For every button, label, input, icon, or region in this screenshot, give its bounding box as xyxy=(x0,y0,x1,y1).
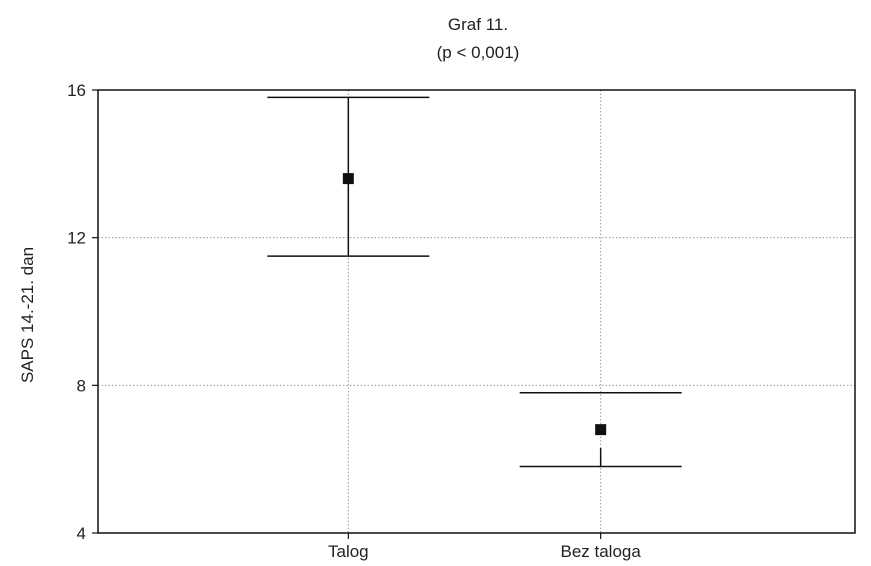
y-axis-label: SAPS 14.-21. dan xyxy=(18,247,37,383)
y-tick-label: 12 xyxy=(67,229,86,248)
y-tick-label: 4 xyxy=(77,524,86,543)
mean-marker xyxy=(342,173,354,185)
chart-subtitle: (p < 0,001) xyxy=(437,43,520,62)
plot-frame xyxy=(97,89,856,534)
plot-area: 4 8 12 16 Talog Bez taloga xyxy=(67,81,856,561)
y-tick-label: 16 xyxy=(67,81,86,100)
y-tick-label: 8 xyxy=(77,376,86,395)
x-tick-label: Talog xyxy=(328,542,369,561)
mean-marker xyxy=(595,424,607,436)
chart-title: Graf 11. xyxy=(448,15,508,34)
x-tick-label: Bez taloga xyxy=(560,542,641,561)
